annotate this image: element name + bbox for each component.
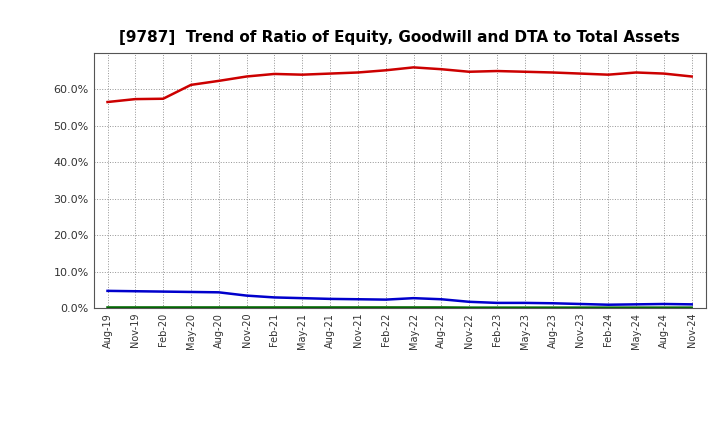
- Equity: [549, 70, 557, 75]
- Deferred Tax Assets: [604, 305, 613, 310]
- Equity: [437, 66, 446, 72]
- Goodwill: [660, 301, 668, 307]
- Equity: [131, 96, 140, 102]
- Goodwill: [215, 290, 223, 295]
- Deferred Tax Assets: [549, 305, 557, 310]
- Goodwill: [465, 299, 474, 304]
- Equity: [576, 71, 585, 76]
- Equity: [465, 69, 474, 74]
- Goodwill: [103, 288, 112, 293]
- Goodwill: [270, 295, 279, 300]
- Goodwill: [242, 293, 251, 298]
- Deferred Tax Assets: [521, 305, 529, 310]
- Deferred Tax Assets: [382, 305, 390, 310]
- Equity: [631, 70, 640, 75]
- Goodwill: [521, 300, 529, 305]
- Goodwill: [131, 289, 140, 294]
- Goodwill: [631, 302, 640, 307]
- Goodwill: [382, 297, 390, 302]
- Deferred Tax Assets: [159, 305, 168, 310]
- Deferred Tax Assets: [270, 305, 279, 310]
- Deferred Tax Assets: [465, 305, 474, 310]
- Equity: [215, 78, 223, 84]
- Goodwill: [492, 300, 501, 305]
- Deferred Tax Assets: [131, 305, 140, 310]
- Line: Goodwill: Goodwill: [107, 291, 692, 305]
- Equity: [688, 74, 696, 79]
- Equity: [186, 82, 195, 88]
- Equity: [270, 71, 279, 77]
- Deferred Tax Assets: [631, 305, 640, 310]
- Equity: [242, 74, 251, 79]
- Equity: [325, 71, 334, 76]
- Equity: [298, 72, 307, 77]
- Deferred Tax Assets: [576, 305, 585, 310]
- Goodwill: [186, 290, 195, 295]
- Goodwill: [604, 302, 613, 308]
- Equity: [521, 69, 529, 74]
- Equity: [103, 99, 112, 105]
- Equity: [604, 72, 613, 77]
- Deferred Tax Assets: [298, 305, 307, 310]
- Deferred Tax Assets: [409, 305, 418, 310]
- Equity: [354, 70, 362, 75]
- Goodwill: [298, 296, 307, 301]
- Equity: [492, 68, 501, 73]
- Deferred Tax Assets: [688, 305, 696, 310]
- Goodwill: [159, 289, 168, 294]
- Goodwill: [549, 301, 557, 306]
- Equity: [409, 65, 418, 70]
- Goodwill: [325, 296, 334, 301]
- Deferred Tax Assets: [103, 305, 112, 310]
- Goodwill: [437, 297, 446, 302]
- Title: [9787]  Trend of Ratio of Equity, Goodwill and DTA to Total Assets: [9787] Trend of Ratio of Equity, Goodwil…: [120, 29, 680, 45]
- Line: Equity: Equity: [107, 67, 692, 102]
- Deferred Tax Assets: [437, 305, 446, 310]
- Deferred Tax Assets: [242, 305, 251, 310]
- Deferred Tax Assets: [354, 305, 362, 310]
- Goodwill: [409, 296, 418, 301]
- Goodwill: [688, 302, 696, 307]
- Deferred Tax Assets: [492, 305, 501, 310]
- Equity: [660, 71, 668, 76]
- Goodwill: [354, 297, 362, 302]
- Deferred Tax Assets: [660, 305, 668, 310]
- Deferred Tax Assets: [215, 305, 223, 310]
- Deferred Tax Assets: [186, 305, 195, 310]
- Equity: [159, 96, 168, 101]
- Goodwill: [576, 301, 585, 307]
- Deferred Tax Assets: [325, 305, 334, 310]
- Equity: [382, 68, 390, 73]
